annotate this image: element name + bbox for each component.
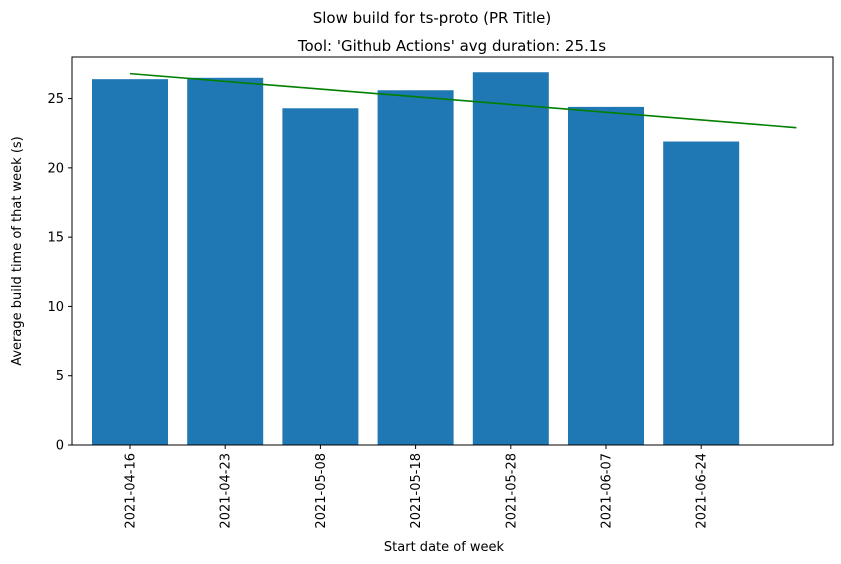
y-tick-label: 10 bbox=[47, 300, 64, 315]
x-tick-label-2021-04-16: 2021-04-16 bbox=[124, 453, 139, 529]
bar-2021-05-18 bbox=[377, 90, 454, 445]
x-tick-label-2021-05-18: 2021-05-18 bbox=[409, 453, 424, 529]
plot-frame bbox=[71, 56, 834, 446]
x-tick-label-2021-05-08: 2021-05-08 bbox=[314, 453, 329, 529]
y-tick-label: 20 bbox=[47, 161, 64, 176]
y-tick-label: 25 bbox=[47, 92, 64, 107]
chart-suptitle: Slow build for ts-proto (PR Title) bbox=[313, 9, 552, 27]
y-tick-label: 5 bbox=[56, 369, 64, 384]
x-axis-label: Start date of week bbox=[384, 540, 505, 555]
x-tick-label-2021-06-07: 2021-06-07 bbox=[600, 453, 615, 529]
y-axis-label: Average build time of that week (s) bbox=[10, 136, 25, 366]
bar-2021-06-24 bbox=[663, 141, 740, 445]
bars-group bbox=[92, 72, 740, 446]
x-tick-label-2021-05-28: 2021-05-28 bbox=[504, 453, 519, 529]
chart-title: Tool: 'Github Actions' avg duration: 25.… bbox=[297, 37, 606, 55]
trend-line bbox=[129, 72, 797, 129]
y-tick-label: 15 bbox=[47, 231, 64, 246]
bar-2021-04-16 bbox=[92, 79, 168, 446]
x-tick-label-2021-04-23: 2021-04-23 bbox=[219, 453, 234, 529]
y-tick-label: 0 bbox=[56, 439, 64, 454]
bar-2021-05-28 bbox=[472, 72, 549, 445]
x-axis: 2021-04-16 2021-04-23 2021-05-08 2021-05-18… bbox=[124, 445, 710, 529]
y-axis: 0 5 10 15 20 25 bbox=[47, 92, 72, 454]
x-tick-label-2021-06-24: 2021-06-24 bbox=[695, 453, 710, 529]
trendline-group bbox=[129, 72, 797, 129]
bar-2021-06-07 bbox=[568, 106, 644, 445]
bar-2021-04-23 bbox=[187, 77, 264, 446]
bar-2021-05-08 bbox=[282, 108, 359, 446]
